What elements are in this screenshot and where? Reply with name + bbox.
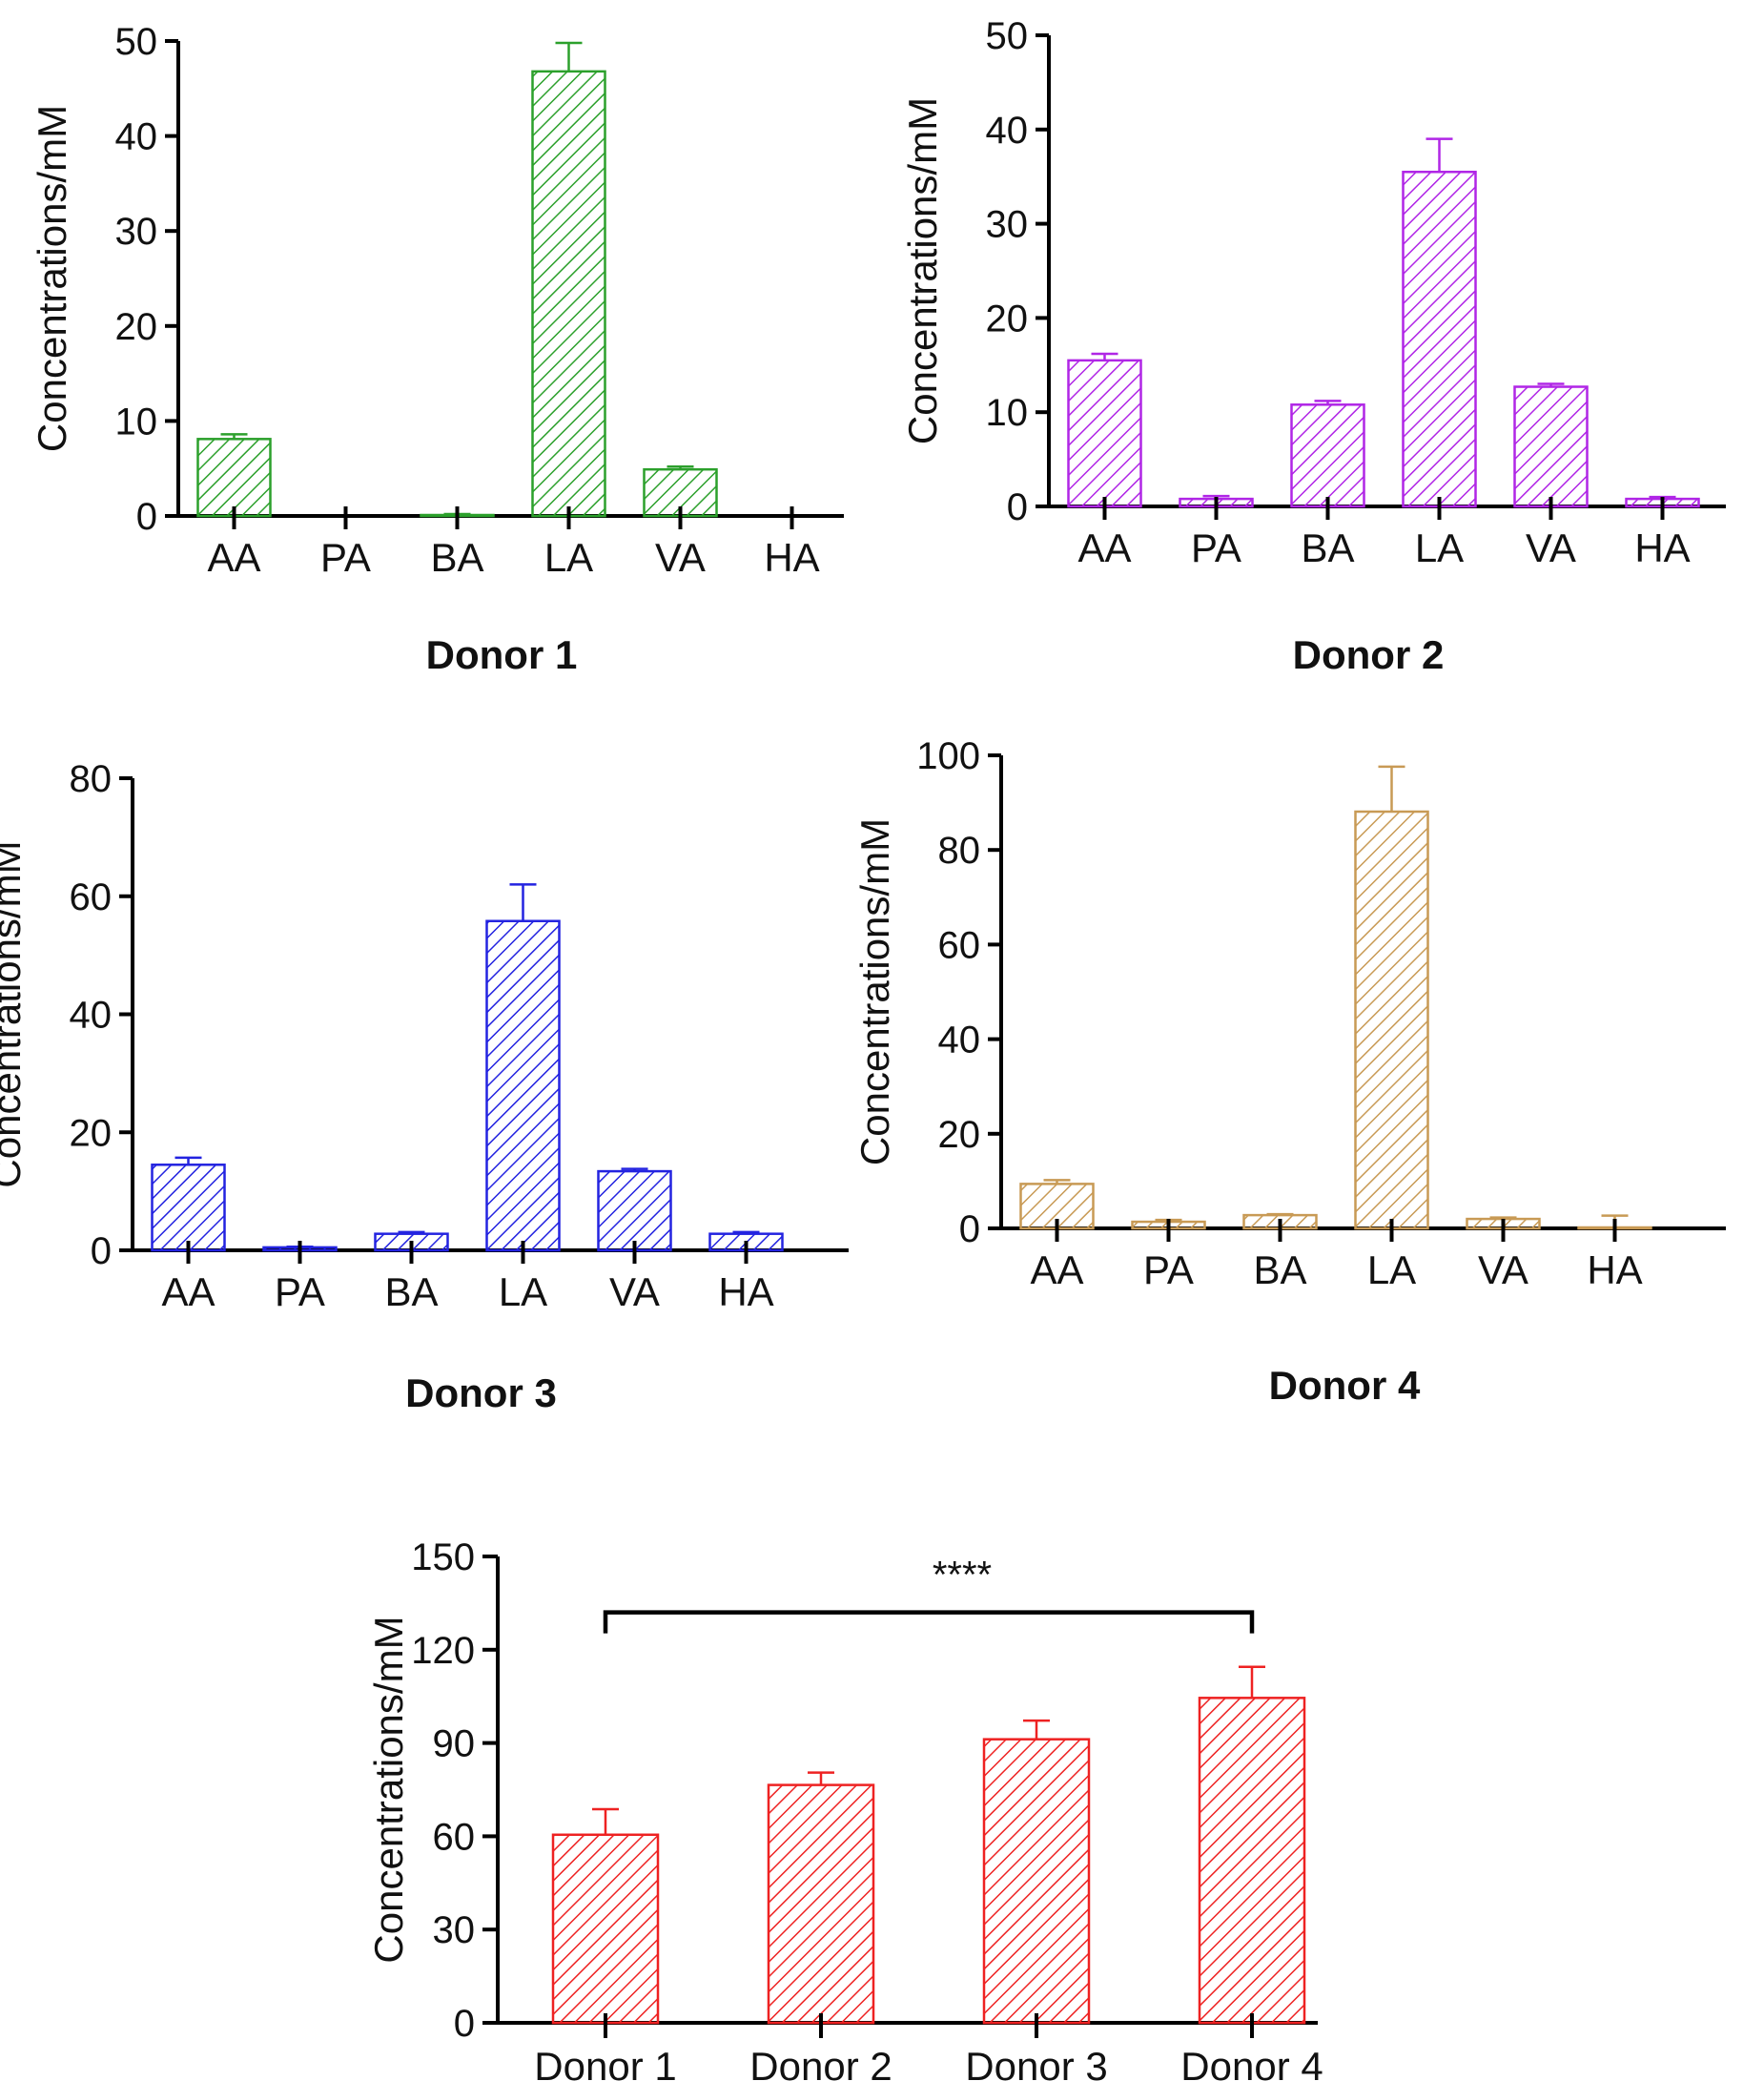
bar-va (597, 1169, 672, 1252)
x-tick-label: VA (655, 535, 706, 580)
y-axis-label: Concentrations/mM (0, 840, 29, 1187)
bar-va (1513, 385, 1589, 508)
y-axis-label: Concentrations/mM (900, 97, 945, 444)
y-tick-label: 120 (411, 1630, 475, 1672)
x-tick-label: AA (161, 1269, 215, 1314)
y-tick-label: 80 (938, 830, 981, 872)
x-tick-label: VA (1526, 525, 1576, 570)
x-tick-label: LA (1415, 525, 1464, 570)
y-tick-label: 0 (91, 1230, 112, 1272)
significance-label: **** (933, 1555, 992, 1597)
bar-aa (1067, 359, 1142, 508)
y-tick-label: 10 (986, 392, 1029, 434)
y-tick-label: 0 (959, 1208, 980, 1250)
x-tick-label: BA (1301, 525, 1354, 570)
panel-title: Donor 2 (1293, 632, 1445, 677)
x-tick-label: AA (1030, 1247, 1083, 1292)
y-tick-label: 30 (433, 1909, 476, 1951)
x-tick-label: AA (207, 535, 260, 580)
x-tick-label: PA (275, 1269, 325, 1314)
y-tick-label: 100 (916, 735, 980, 777)
x-tick-label: PA (1191, 525, 1241, 570)
y-tick-label: 40 (70, 995, 113, 1037)
y-tick-label: 30 (115, 211, 158, 253)
y-tick-label: 0 (454, 2003, 475, 2045)
bar-donor-1 (551, 1833, 660, 2025)
x-tick-label: BA (430, 535, 483, 580)
y-axis-label: Concentrations/mM (366, 1616, 411, 1963)
x-tick-label: PA (1143, 1247, 1194, 1292)
panel-title: Donor 1 (426, 632, 578, 677)
x-tick-label: HA (718, 1269, 773, 1314)
x-tick-label: AA (1077, 525, 1131, 570)
chart-panel-2: 0 10 20 30 40 50 Concentrations/mM AA PA BA LA VA HA… (900, 15, 1726, 677)
x-tick-label: Donor 3 (965, 2044, 1107, 2081)
y-tick-label: 40 (938, 1020, 981, 1061)
panel-title: Donor 3 (405, 1370, 557, 1415)
y-tick-label: 20 (986, 298, 1029, 340)
y-tick-label: 0 (136, 496, 157, 538)
y-tick-label: 150 (411, 1536, 475, 1578)
x-tick-label: VA (1478, 1247, 1528, 1292)
x-tick-label: LA (1367, 1247, 1416, 1292)
x-tick-label: Donor 1 (534, 2044, 676, 2081)
bar-aa (196, 438, 272, 518)
bar-la (531, 70, 606, 518)
y-tick-label: 20 (115, 306, 158, 348)
chart-panel-3: 0 20 40 60 80 Concentrations/mM AA PA BA LA VA HA Do… (0, 758, 849, 1415)
significance-bracket (603, 1610, 1255, 1634)
x-tick-label: Donor 2 (749, 2044, 892, 2081)
y-tick-label: 60 (70, 876, 113, 918)
bar-donor-2 (767, 1783, 875, 2025)
y-tick-label: 90 (433, 1723, 476, 1765)
y-tick-label: 50 (115, 21, 158, 63)
bar-ba (1290, 403, 1365, 508)
bar-aa (1019, 1183, 1095, 1230)
y-tick-label: 0 (1007, 486, 1028, 528)
y-tick-label: 60 (938, 924, 981, 966)
y-tick-label: 10 (115, 401, 158, 443)
y-tick-label: 40 (986, 110, 1029, 152)
bar-donor-3 (982, 1738, 1091, 2025)
y-tick-label: 20 (938, 1114, 981, 1156)
bar-aa (151, 1164, 226, 1252)
y-tick-label: 50 (986, 15, 1029, 57)
y-tick-label: 80 (70, 758, 113, 800)
x-tick-label: VA (609, 1269, 660, 1314)
bar-la (1354, 810, 1429, 1230)
y-axis-label: Concentrations/mM (30, 105, 74, 452)
bar-donor-4 (1198, 1697, 1306, 2025)
y-tick-label: 20 (70, 1112, 113, 1154)
x-tick-label: Donor 4 (1180, 2044, 1323, 2081)
y-tick-label: 60 (433, 1816, 476, 1858)
x-tick-label: HA (764, 535, 819, 580)
y-tick-label: 40 (115, 116, 158, 158)
chart-panel-1: 0 10 20 30 40 50 Concentrations/mM AA PA BA LA VA HA… (30, 21, 844, 677)
panel-title: Donor 4 (1269, 1363, 1421, 1408)
chart-panel-4: 0 20 40 60 80 100 Concentrations/mM AA PA BA LA VA H… (852, 735, 1726, 1408)
y-axis-label: Concentrations/mM (852, 818, 897, 1165)
x-tick-label: BA (384, 1269, 438, 1314)
x-tick-label: LA (499, 1269, 547, 1314)
x-tick-label: PA (320, 535, 371, 580)
y-tick-label: 30 (986, 204, 1029, 246)
x-tick-label: LA (544, 535, 593, 580)
x-tick-label: HA (1634, 525, 1690, 570)
bar-la (1402, 171, 1477, 508)
x-tick-label: BA (1253, 1247, 1306, 1292)
x-tick-label: HA (1587, 1247, 1642, 1292)
bar-la (485, 919, 561, 1252)
